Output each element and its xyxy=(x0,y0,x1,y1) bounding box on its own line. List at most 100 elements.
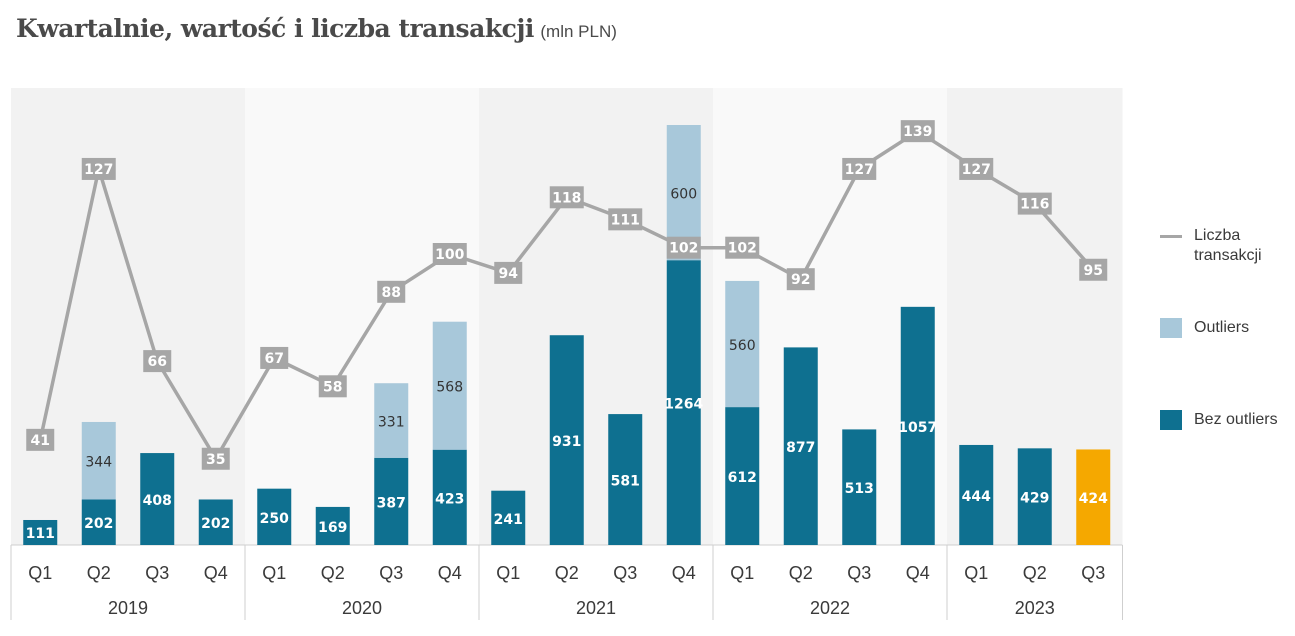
line-label-box xyxy=(432,243,467,265)
bar-outliers xyxy=(725,280,760,408)
chart-title-block: Kwartalnie, wartość i liczba transakcji … xyxy=(16,14,617,43)
bar-base xyxy=(23,519,58,545)
outliers-label: 331 xyxy=(378,415,405,431)
bar-outliers xyxy=(432,321,467,450)
x-tick-label: Q3 xyxy=(847,563,871,583)
bar-base xyxy=(725,407,760,545)
line-label: 118 xyxy=(552,190,581,206)
line-label: 127 xyxy=(845,162,874,178)
bar-base xyxy=(257,488,292,545)
x-tick-label: Q2 xyxy=(321,563,345,583)
line-label: 58 xyxy=(323,379,342,395)
bar-base xyxy=(1017,448,1052,545)
bar-base xyxy=(959,444,994,545)
x-tick-label: Q1 xyxy=(496,563,520,583)
outliers-label: 568 xyxy=(436,380,463,396)
outliers-label: 600 xyxy=(670,187,697,203)
x-tick-label: Q3 xyxy=(145,563,169,583)
bar-label: 202 xyxy=(84,516,113,532)
x-tick-label: Q3 xyxy=(1081,563,1105,583)
year-band xyxy=(11,88,245,545)
line-label-box xyxy=(666,236,701,259)
x-tick-label: Q4 xyxy=(438,563,462,583)
bar-label: 1264 xyxy=(664,397,703,413)
line-label: 41 xyxy=(31,433,50,449)
bar-outliers xyxy=(374,383,409,458)
year-label: 2020 xyxy=(342,598,382,618)
line-label: 127 xyxy=(84,162,113,178)
x-tick-label: Q2 xyxy=(555,563,579,583)
year-label: 2022 xyxy=(810,598,850,618)
bar-label: 877 xyxy=(786,440,815,456)
line-label-box xyxy=(201,447,230,470)
year-label: 2019 xyxy=(108,598,148,618)
line-label: 100 xyxy=(435,247,464,263)
bar-base xyxy=(900,306,935,545)
line-label-box xyxy=(959,157,994,180)
bar-label: 424 xyxy=(1079,491,1108,507)
line-label: 66 xyxy=(148,354,167,370)
bar-base xyxy=(549,335,584,545)
bar-base xyxy=(374,457,409,545)
bar-label: 111 xyxy=(26,526,55,542)
x-tick-label: Q4 xyxy=(906,563,930,583)
bar-label: 513 xyxy=(845,481,874,497)
bar-base xyxy=(81,499,116,545)
line-label: 102 xyxy=(669,241,698,257)
outliers-label: 344 xyxy=(85,455,112,471)
chart-title: Kwartalnie, wartość i liczba transakcji xyxy=(16,14,534,43)
bar-label: 387 xyxy=(377,495,406,511)
legend-label-liczba: Liczba transakcji xyxy=(1194,227,1262,264)
bar-base xyxy=(842,429,877,545)
line-label-box xyxy=(318,375,347,398)
x-tick-label: Q2 xyxy=(87,563,111,583)
legend-base-swatch xyxy=(1160,410,1182,430)
bar-label: 202 xyxy=(201,516,230,532)
bar-base xyxy=(1076,449,1111,545)
bar-label: 581 xyxy=(611,474,640,490)
bar-base xyxy=(608,414,643,545)
bar-base xyxy=(783,347,818,545)
line-label-box xyxy=(1017,192,1052,215)
bar-label: 444 xyxy=(962,489,991,505)
legend-item-base: Bez outliers xyxy=(1160,410,1295,430)
bar-label: 931 xyxy=(552,434,581,450)
bar-label: 408 xyxy=(143,493,172,509)
line-label-box xyxy=(81,157,116,180)
x-tick-label: Q1 xyxy=(28,563,52,583)
line-label-box xyxy=(494,261,523,284)
legend-label-base: Bez outliers xyxy=(1194,411,1278,428)
line-label: 67 xyxy=(265,351,284,367)
x-tick-label: Q2 xyxy=(789,563,813,583)
x-tick-label: Q1 xyxy=(262,563,286,583)
line-label-box xyxy=(1079,258,1108,281)
bar-base xyxy=(491,490,526,545)
bar-label: 1057 xyxy=(898,420,937,436)
bar-base xyxy=(315,506,350,545)
x-tick-label: Q3 xyxy=(613,563,637,583)
line-label: 35 xyxy=(206,452,225,468)
chart-subtitle: (mln PLN) xyxy=(540,22,617,41)
x-tick-label: Q3 xyxy=(379,563,403,583)
line-label: 94 xyxy=(499,266,519,282)
x-tick-label: Q1 xyxy=(730,563,754,583)
bar-label: 250 xyxy=(260,511,289,527)
legend-outliers-swatch xyxy=(1160,318,1182,338)
line-label: 102 xyxy=(728,241,757,257)
chart-area: 111 202 344 408 202 250 169 387 331 423 568 241 931 5… xyxy=(10,88,1123,620)
x-tick-label: Q2 xyxy=(1023,563,1047,583)
line-label: 127 xyxy=(962,162,991,178)
x-tick-label: Q4 xyxy=(672,563,696,583)
line-label-box xyxy=(260,346,289,369)
bar-label: 241 xyxy=(494,512,523,528)
bar-outliers xyxy=(81,421,116,500)
line-label: 92 xyxy=(791,272,810,288)
line-label-box xyxy=(377,280,406,303)
line-label-box xyxy=(842,157,877,180)
line-label-box xyxy=(26,428,55,451)
legend-item-liczba: Liczba transakcji xyxy=(1160,226,1295,266)
year-label: 2021 xyxy=(576,598,616,618)
line-label: 95 xyxy=(1084,263,1103,279)
line-label: 111 xyxy=(611,212,640,228)
line-label-box xyxy=(900,120,935,143)
